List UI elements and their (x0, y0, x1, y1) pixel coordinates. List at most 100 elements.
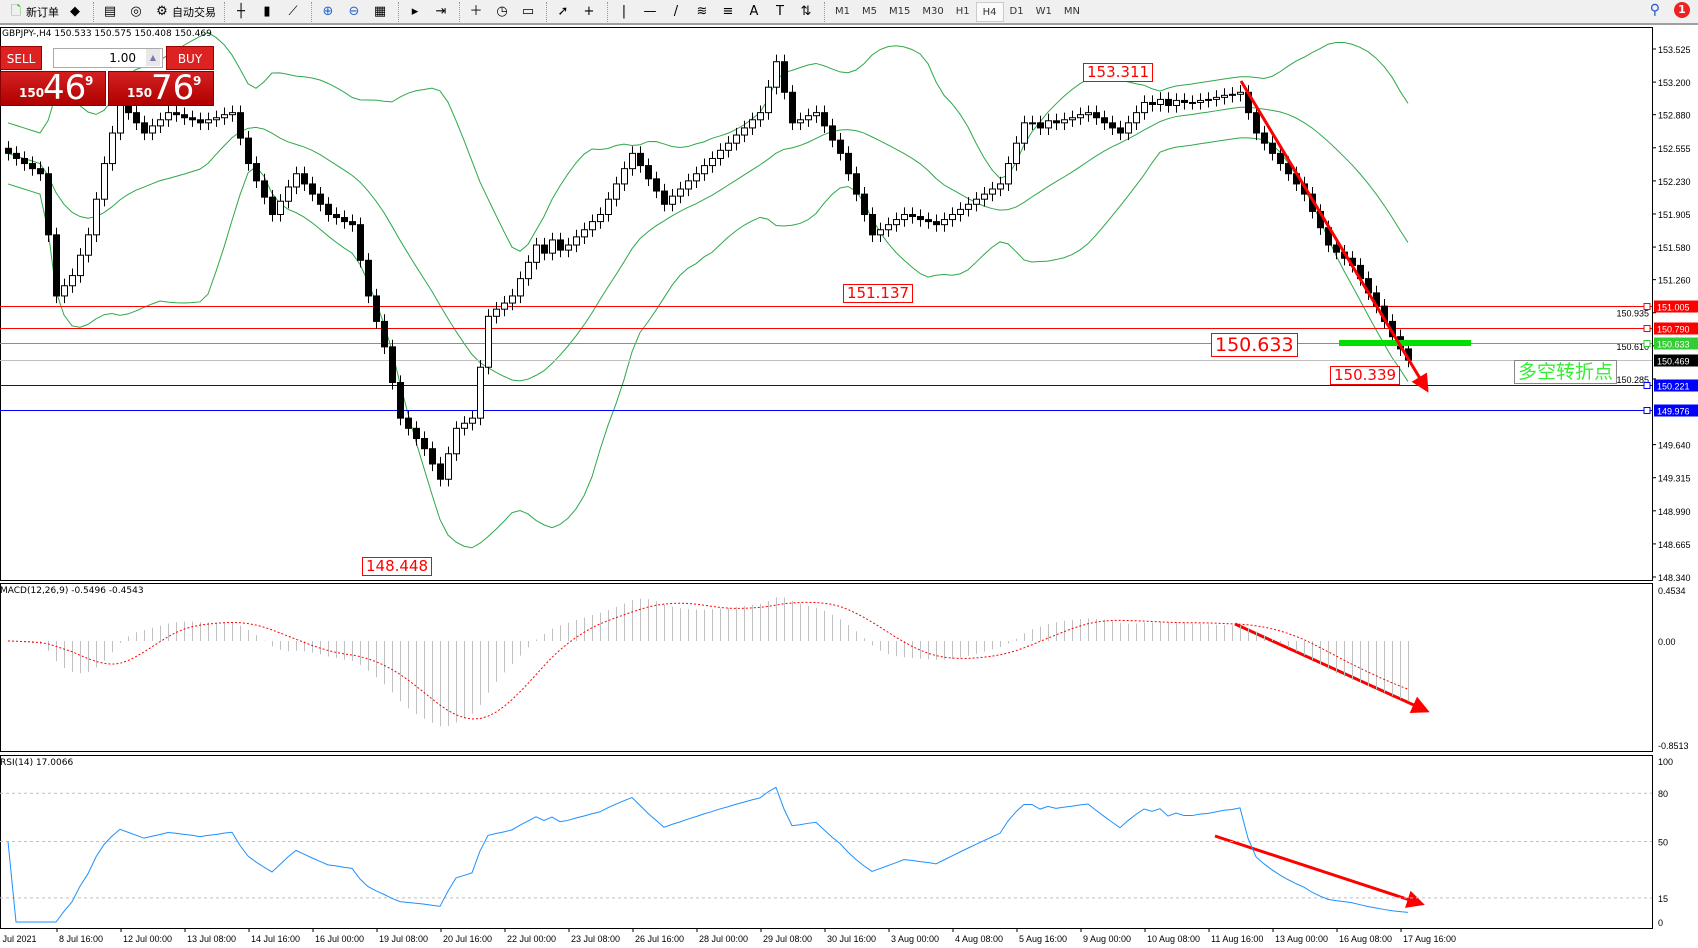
candle-bear (437, 463, 444, 480)
horizontal-line-button[interactable]: — (638, 1, 664, 23)
candle-bear (421, 438, 428, 450)
chart-header: GBPJPY-,H4 150.533 150.575 150.408 150.4… (2, 29, 212, 39)
buy-price[interactable]: 150 76 9 (108, 68, 214, 108)
annotation-recent-low[interactable]: 150.339 (1330, 366, 1401, 385)
trendline-icon: / (673, 3, 679, 19)
annotation-pivot-text[interactable]: 多空转折点 (1514, 360, 1618, 384)
search-icon[interactable]: ⚲ (1649, 2, 1660, 18)
time-tick-label: 13 Aug 00:00 (1275, 934, 1328, 944)
line-chart-button[interactable]: ⟋ (281, 1, 307, 23)
trendline-button[interactable]: / (664, 1, 690, 23)
text-icon: A (749, 3, 759, 19)
chart-shift-button[interactable]: ⇥ (429, 1, 455, 23)
time-tick-label: 10 Aug 08:00 (1147, 934, 1200, 944)
timeframe-m1[interactable]: M1 (835, 5, 850, 17)
zoom-in-button[interactable]: ⊕ (316, 1, 342, 23)
price-tick-label: 151.905 (1658, 210, 1691, 220)
toolbar-separator (93, 1, 94, 22)
annotation-low[interactable]: 148.448 (362, 557, 433, 576)
lot-increase-button[interactable]: ▲ (146, 49, 160, 66)
crosshair-button[interactable]: + (577, 1, 603, 23)
indicators-button[interactable]: ＋ (464, 1, 490, 23)
candle-bull (877, 229, 884, 236)
notification-badge[interactable]: 1 (1674, 2, 1690, 18)
candle-bull (973, 198, 980, 205)
cursor-icon: ➚ (557, 3, 569, 19)
periods-icon: ◷ (496, 3, 508, 19)
timeframe-m15[interactable]: M15 (889, 5, 911, 17)
line-handle (1643, 340, 1651, 347)
market-watch-button[interactable]: ◆ (63, 1, 89, 23)
bar-chart-button[interactable]: ┼ (229, 1, 255, 23)
candle-bull (709, 157, 716, 167)
rsi-tick-label: 0 (1658, 918, 1663, 928)
lot-input[interactable]: 1.00 (53, 48, 163, 68)
periods-button[interactable]: ◷ (490, 1, 516, 23)
tile-windows-button[interactable]: ▦ (368, 1, 394, 23)
indicators-icon: ＋ (469, 3, 483, 19)
auto-scroll-button[interactable]: ▸ (403, 1, 429, 23)
annotation-mid-low[interactable]: 151.137 (843, 284, 914, 303)
templates-button[interactable]: ▭ (516, 1, 542, 23)
time-tick-label: 23 Jul 08:00 (571, 934, 620, 944)
timeframe-h4[interactable]: H4 (975, 1, 1004, 22)
zoom-out-button[interactable]: ⊖ (342, 1, 368, 23)
signals-icon: ◎ (130, 3, 142, 19)
fibonacci-fan-button[interactable]: ≋ (690, 1, 716, 23)
timeframe-m5[interactable]: M5 (862, 5, 877, 17)
candle-bear (829, 125, 836, 141)
candle-bull (693, 173, 700, 182)
timeframe-w1[interactable]: W1 (1035, 5, 1052, 17)
chart-canvas[interactable]: 153.525 153.200 152.880 152.555 152.230 151.9… (0, 27, 1698, 948)
candle-bear (845, 152, 852, 175)
timeframe-d1[interactable]: D1 (1009, 5, 1024, 17)
vertical-line-button[interactable]: | (612, 1, 638, 23)
new-order-label: 新订单 (26, 5, 59, 19)
candle-bull (1205, 98, 1212, 101)
candle-bear (925, 219, 932, 223)
fibonacci-button[interactable]: ≡ (716, 1, 742, 23)
chart-shift-icon: ⇥ (435, 3, 447, 19)
market-watch-icon: ◆ (70, 3, 80, 19)
candle-bear (373, 295, 380, 322)
candle-bull (589, 221, 596, 231)
candle-bear (837, 139, 844, 154)
navigator-button[interactable]: ▤ (98, 1, 124, 23)
toolbar-separator (311, 1, 312, 22)
annotation-high[interactable]: 153.311 (1083, 63, 1154, 82)
candle-bear (381, 320, 388, 348)
candle-bull (1141, 101, 1148, 114)
timeframe-mn[interactable]: MN (1063, 5, 1080, 17)
sell-button[interactable]: SELL (0, 46, 42, 70)
price-tick-label: 152.555 (1658, 144, 1691, 154)
text-label-button[interactable]: T (768, 1, 794, 23)
candle-bear (1117, 127, 1124, 134)
text-button[interactable]: A (742, 1, 768, 23)
cursor-button[interactable]: ➚ (551, 1, 577, 23)
arrows-button[interactable]: ⇅ (794, 1, 820, 23)
candle-bull (1013, 142, 1020, 165)
auto-trading-button[interactable]: ⚙ 自动交易 (150, 1, 220, 23)
candle-bull (277, 200, 284, 215)
candle-bear (37, 168, 44, 175)
price-tick-label: 150.935 (1616, 309, 1649, 319)
buy-button[interactable]: BUY (166, 46, 214, 70)
toolbar-separator (607, 1, 608, 22)
candle-bull (581, 229, 588, 238)
sell-price[interactable]: 150 46 9 (0, 68, 106, 108)
toolbar-separator (224, 1, 225, 22)
candle-bear (365, 259, 372, 297)
signals-button[interactable]: ◎ (124, 1, 150, 23)
timeframe-m30[interactable]: M30 (922, 5, 944, 17)
time-tick-label: 16 Jul 00:00 (315, 934, 364, 944)
annotation-pivot[interactable]: 150.633 (1211, 333, 1298, 357)
time-tick-label: 14 Jul 16:00 (251, 934, 300, 944)
new-order-button[interactable]: 🗋 新订单 (4, 1, 63, 23)
candle-bull (101, 163, 108, 200)
price-tag (1654, 322, 1698, 335)
text-label-icon: T (776, 3, 784, 19)
candle-bear (269, 196, 276, 215)
candle-bull (765, 86, 772, 114)
timeframe-h1[interactable]: H1 (955, 5, 970, 17)
candle-chart-button[interactable]: ▮ (255, 1, 281, 23)
